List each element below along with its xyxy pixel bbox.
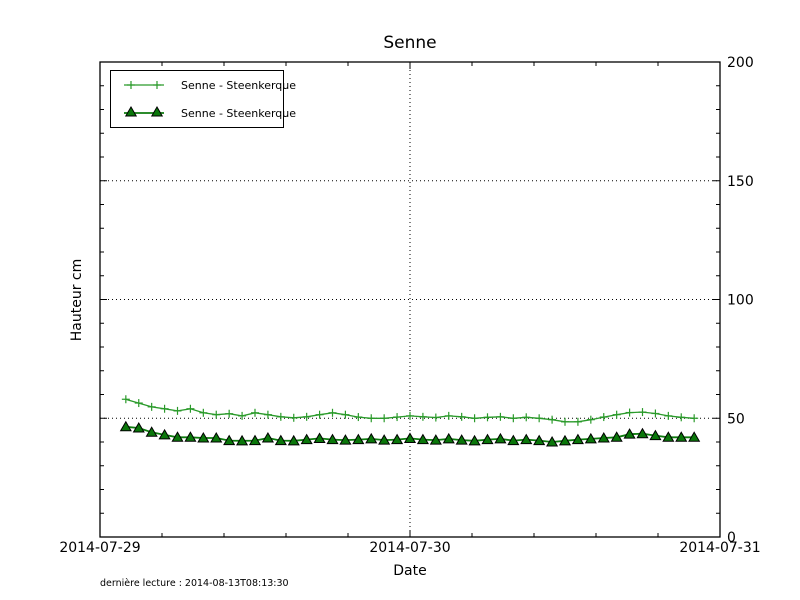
triangle-marker	[274, 434, 287, 446]
triangle-marker	[132, 421, 145, 433]
triangle-marker	[223, 434, 236, 446]
y-tick-label: 50	[727, 411, 745, 427]
x-tick-label-30: 2014-07-30	[369, 540, 451, 556]
series-plus	[121, 395, 699, 426]
triangle-marker	[184, 431, 197, 442]
x-tick-label-29: 2014-07-29	[59, 540, 141, 556]
triangle-marker	[442, 432, 455, 444]
triangle-marker	[662, 431, 675, 442]
triangle-marker	[675, 431, 688, 442]
triangle-marker	[210, 431, 223, 443]
triangle-marker	[455, 434, 468, 445]
triangle-marker	[236, 434, 249, 446]
x-tick-label-31: 2014-07-31	[679, 540, 761, 556]
triangle-marker	[326, 433, 339, 445]
triangle-marker	[571, 433, 584, 445]
axis-ticks	[99, 61, 721, 538]
triangle-marker	[365, 432, 378, 444]
triangle-marker	[610, 431, 623, 442]
legend: Senne - Steenkerque Senne - Steenkerque	[110, 70, 296, 128]
triangle-marker	[403, 432, 417, 443]
triangle-marker	[300, 433, 313, 445]
y-tick-label: 150	[727, 174, 754, 190]
triangle-marker	[416, 433, 429, 445]
chart-title: Senne	[383, 33, 437, 53]
legend-row-plus: Senne - Steenkerque	[111, 71, 296, 99]
y-tick-label: 0	[727, 530, 736, 546]
y-axis-label: Hauteur cm	[69, 258, 85, 342]
triangle-marker	[261, 431, 274, 443]
x-axis-label: Date	[393, 563, 427, 579]
triangle-marker	[520, 433, 533, 445]
triangle-marker	[352, 433, 365, 445]
triangle-marker	[649, 429, 662, 441]
legend-label: Senne - Steenkerque	[181, 78, 297, 92]
triangle-marker	[313, 432, 326, 443]
triangle-marker	[597, 431, 610, 443]
legend-row-triangle: Senne - Steenkerque	[111, 99, 296, 127]
triangle-marker	[158, 428, 171, 440]
triangle-marker	[119, 420, 132, 432]
triangle-marker-line-icon	[121, 105, 167, 121]
triangle-marker	[248, 434, 262, 446]
footnotes: dernière lecture : 2014-08-13T08:13:30 d…	[100, 558, 289, 600]
gridlines	[100, 62, 720, 537]
y-tick-label: 100	[727, 293, 754, 309]
triangle-marker	[533, 434, 546, 446]
triangle-marker	[468, 434, 481, 446]
triangle-marker	[584, 432, 597, 444]
triangle-marker	[636, 427, 649, 439]
y-tick-label: 200	[727, 55, 754, 71]
triangle-marker	[145, 426, 158, 437]
triangle-marker	[494, 432, 507, 444]
triangle-marker	[287, 434, 300, 446]
y-tick-labels: 0 50 100 150 200	[727, 55, 754, 546]
triangle-marker	[339, 434, 352, 445]
triangle-marker	[481, 433, 494, 445]
triangle-marker	[507, 434, 520, 446]
triangle-marker	[391, 433, 404, 445]
legend-label: Senne - Steenkerque	[181, 106, 297, 120]
triangle-marker	[197, 431, 210, 443]
triangle-marker	[429, 434, 442, 445]
triangle-marker	[546, 436, 559, 447]
triangle-marker	[558, 434, 572, 446]
series-triangle	[119, 420, 701, 447]
footnote-last-reading: dernière lecture : 2014-08-13T08:13:30	[100, 578, 289, 589]
triangle-marker	[688, 431, 701, 442]
plus-marker-line-icon	[121, 77, 167, 93]
triangle-marker	[378, 434, 391, 445]
triangle-marker	[171, 431, 184, 442]
triangle-marker	[623, 428, 636, 439]
